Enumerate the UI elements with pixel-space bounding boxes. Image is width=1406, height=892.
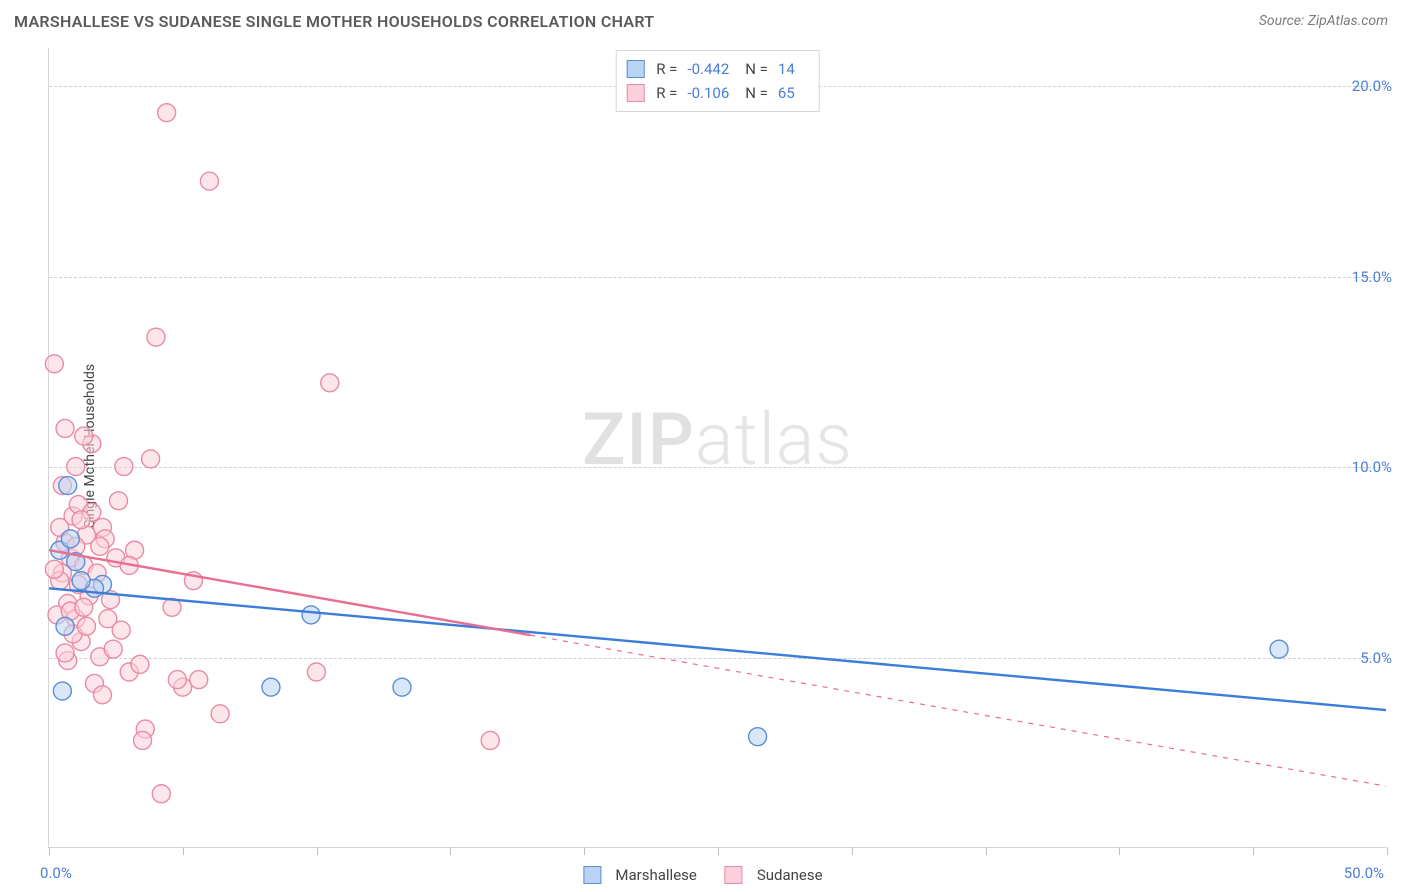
- scatter-point-a: [61, 530, 79, 548]
- x-tick: [1119, 847, 1120, 855]
- scatter-point-b: [110, 492, 128, 510]
- scatter-point-b: [45, 560, 63, 578]
- source-attribution: Source: ZipAtlas.com: [1259, 13, 1388, 29]
- trend-line-b-dashed: [530, 635, 1386, 786]
- x-tick: [183, 847, 184, 855]
- y-tick-label: 5.0%: [1360, 649, 1392, 667]
- scatter-point-b: [67, 458, 85, 476]
- scatter-point-b: [115, 458, 133, 476]
- scatter-point-b: [142, 450, 160, 468]
- plot-svg: [49, 48, 1386, 847]
- x-tick: [584, 847, 585, 855]
- chart-header: MARSHALLESE VS SUDANESE SINGLE MOTHER HO…: [0, 0, 1406, 42]
- scatter-point-b: [481, 731, 499, 749]
- scatter-point-b: [307, 663, 325, 681]
- legend-item: Sudanese: [725, 866, 823, 884]
- scatter-point-b: [72, 511, 90, 529]
- x-tick-min-label: 0.0%: [40, 864, 72, 882]
- legend-label: Sudanese: [757, 866, 823, 884]
- x-tick: [1253, 847, 1254, 855]
- x-tick-max-label: 50.0%: [1344, 864, 1384, 882]
- scatter-point-b: [190, 671, 208, 689]
- scatter-point-a: [1270, 640, 1288, 658]
- scatter-point-a: [72, 572, 90, 590]
- scatter-point-b: [104, 640, 122, 658]
- trend-line-a: [49, 588, 1386, 710]
- scatter-point-b: [321, 374, 339, 392]
- scatter-point-a: [53, 682, 71, 700]
- stats-row: R = -0.442 N = 14: [626, 57, 805, 81]
- legend-swatch: [626, 84, 644, 102]
- x-tick: [49, 847, 50, 855]
- r-value: -0.442: [687, 57, 729, 81]
- scatter-point-b: [93, 686, 111, 704]
- r-label: R =: [656, 81, 677, 105]
- scatter-point-a: [749, 728, 767, 746]
- x-tick: [1387, 847, 1388, 855]
- n-value: 65: [778, 81, 795, 105]
- scatter-point-b: [75, 427, 93, 445]
- x-tick: [852, 847, 853, 855]
- stats-legend: R = -0.442 N = 14 R = -0.106 N = 65: [615, 50, 820, 112]
- scatter-point-b: [134, 731, 152, 749]
- y-tick-label: 10.0%: [1352, 458, 1392, 476]
- legend-label: Marshallese: [615, 866, 696, 884]
- scatter-point-a: [393, 678, 411, 696]
- scatter-point-b: [77, 617, 95, 635]
- series-legend: Marshallese Sudanese: [583, 866, 822, 884]
- scatter-point-b: [158, 104, 176, 122]
- scatter-point-b: [147, 328, 165, 346]
- scatter-point-b: [200, 172, 218, 190]
- legend-item: Marshallese: [583, 866, 696, 884]
- source-label: Source:: [1259, 13, 1304, 29]
- legend-swatch: [626, 60, 644, 78]
- y-tick-label: 15.0%: [1352, 268, 1392, 286]
- x-tick: [718, 847, 719, 855]
- scatter-point-a: [302, 606, 320, 624]
- scatter-point-a: [59, 477, 77, 495]
- scatter-point-b: [75, 598, 93, 616]
- x-tick: [986, 847, 987, 855]
- legend-swatch: [725, 866, 743, 884]
- stats-row: R = -0.106 N = 65: [626, 81, 805, 105]
- scatter-point-b: [56, 419, 74, 437]
- n-label: N =: [745, 81, 768, 105]
- scatter-point-a: [262, 678, 280, 696]
- plot-area: ZIPatlas R =-0.442N =14R =-0.106N =65: [48, 48, 1386, 848]
- scatter-point-b: [56, 644, 74, 662]
- scatter-point-b: [152, 785, 170, 803]
- scatter-point-b: [131, 655, 149, 673]
- scatter-point-a: [56, 617, 74, 635]
- scatter-point-b: [211, 705, 229, 723]
- scatter-point-b: [112, 621, 130, 639]
- y-tick-label: 20.0%: [1352, 77, 1392, 95]
- scatter-point-b: [168, 671, 186, 689]
- x-tick: [450, 847, 451, 855]
- legend-swatch: [583, 866, 601, 884]
- chart-title: MARSHALLESE VS SUDANESE SINGLE MOTHER HO…: [14, 12, 654, 31]
- r-value: -0.106: [687, 81, 729, 105]
- n-value: 14: [778, 57, 795, 81]
- n-label: N =: [745, 57, 768, 81]
- r-label: R =: [656, 57, 677, 81]
- scatter-point-b: [45, 355, 63, 373]
- scatter-point-b: [91, 537, 109, 555]
- source-value: ZipAtlas.com: [1308, 13, 1388, 29]
- x-tick: [317, 847, 318, 855]
